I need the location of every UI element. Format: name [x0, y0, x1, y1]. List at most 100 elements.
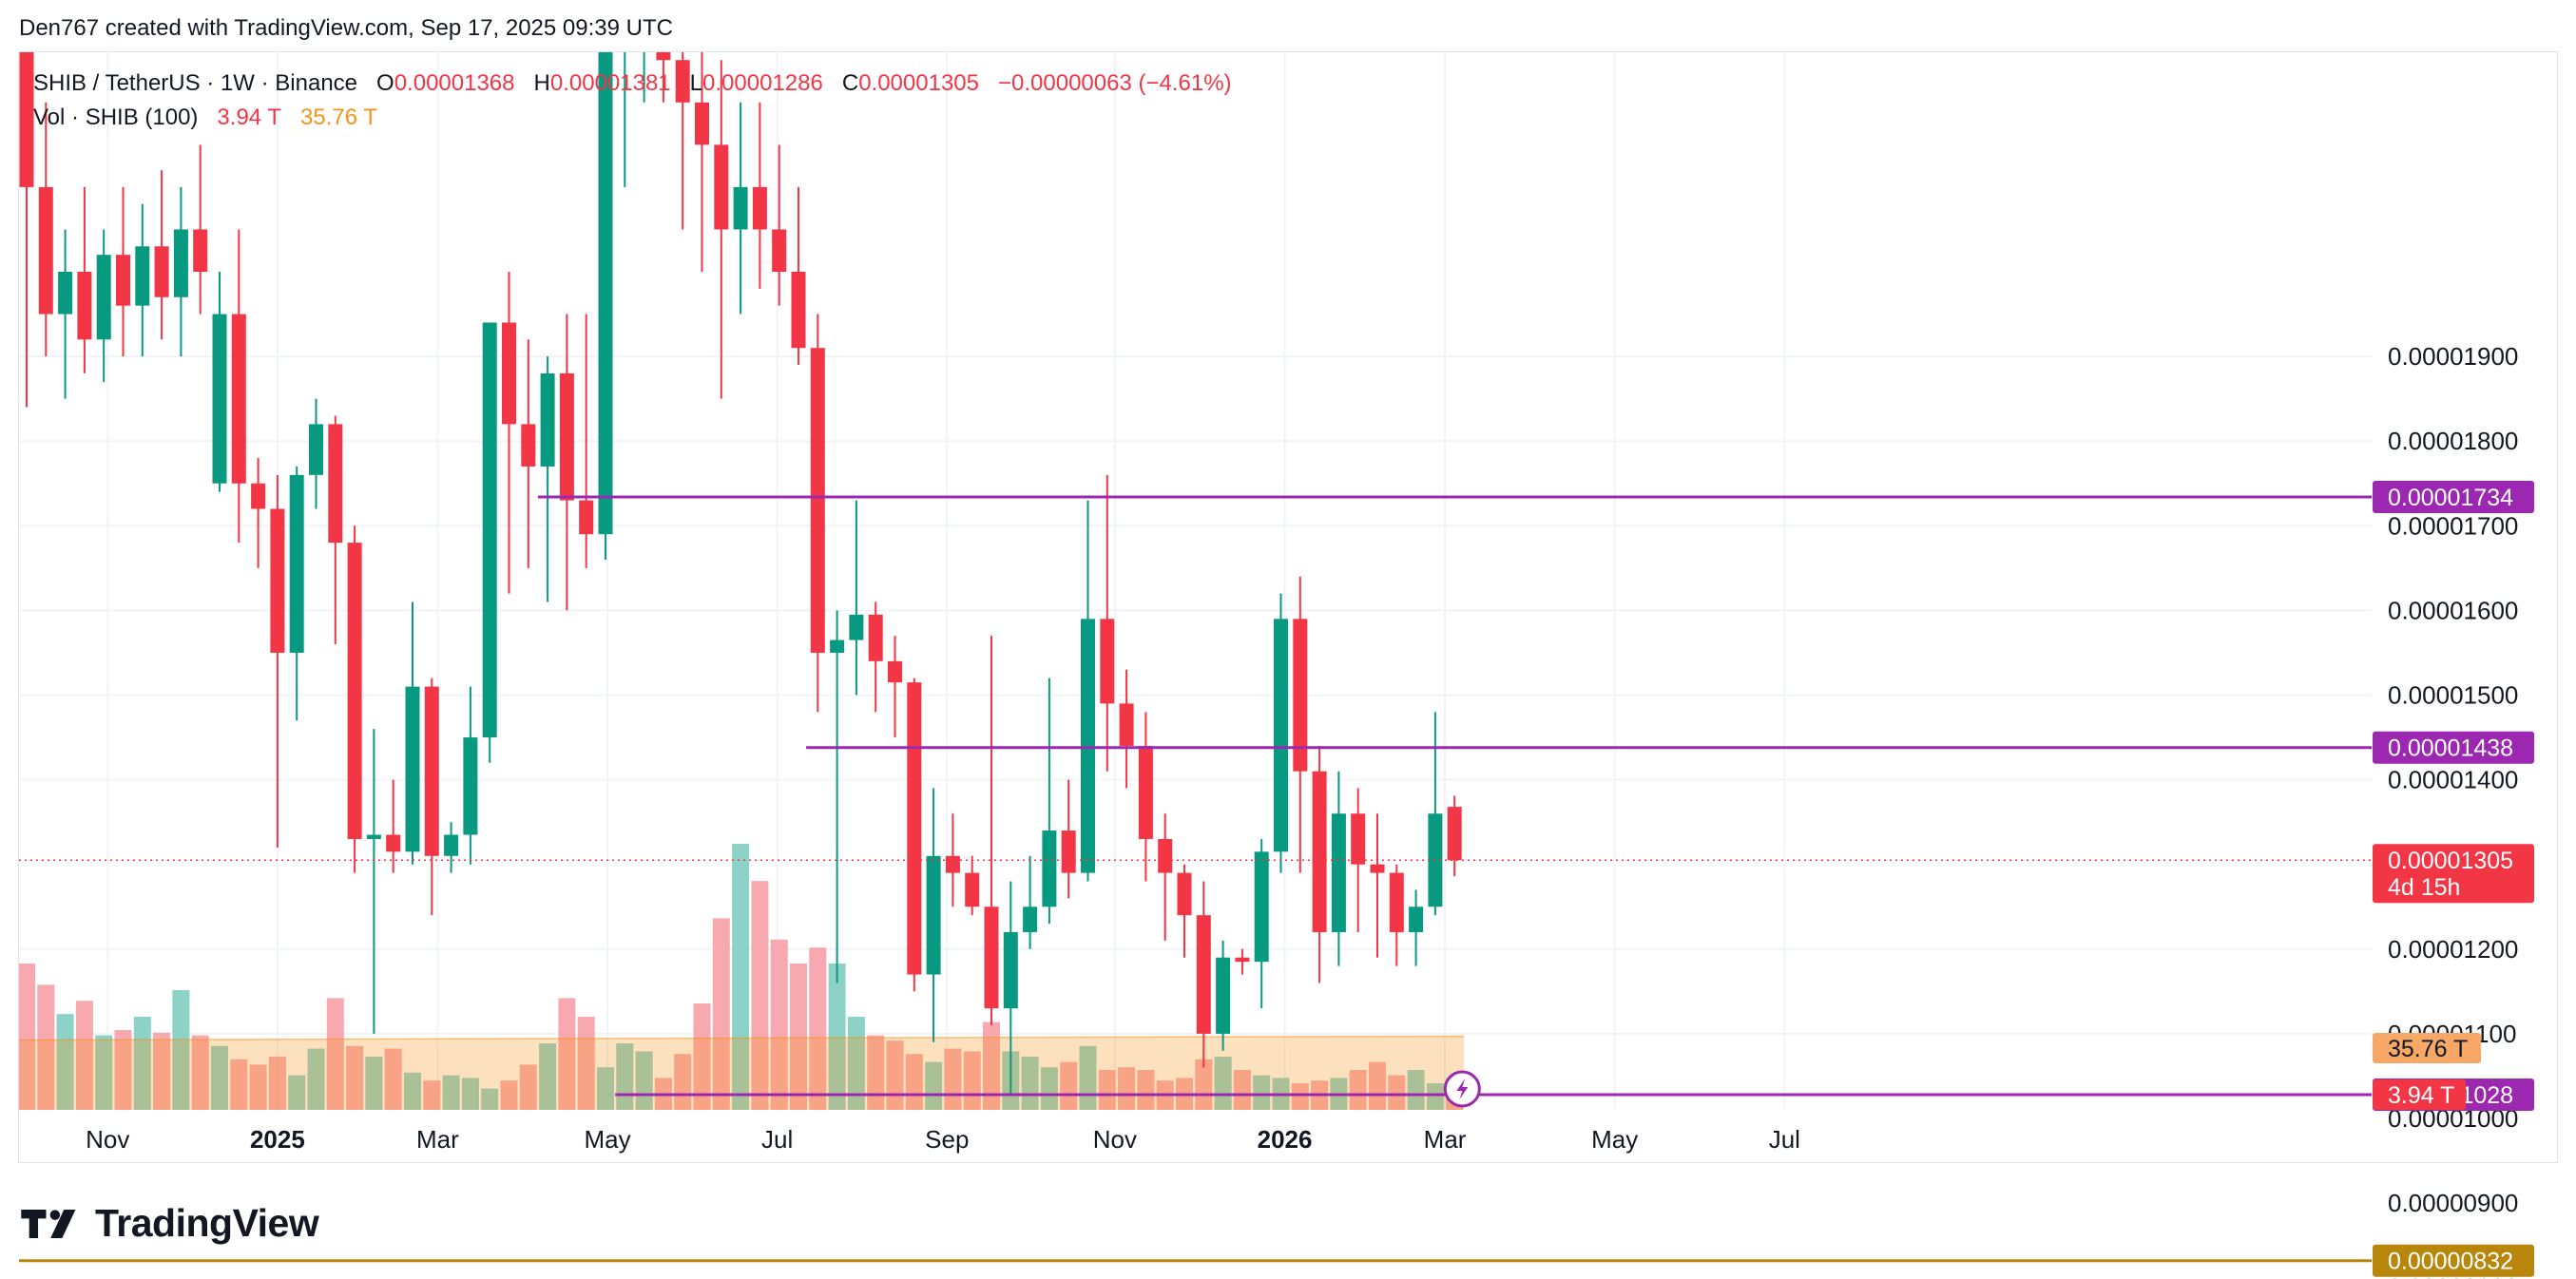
price-level-tag-label: 0.00001438: [2388, 735, 2513, 762]
volume-bar: [1407, 1070, 1425, 1110]
y-tick-label: 0.00001600: [2388, 596, 2518, 624]
legend-volume-ma-value: 35.76 T: [300, 105, 377, 130]
current-price-tag-label: 0.00001305: [2388, 848, 2513, 874]
candle-body: [733, 186, 748, 230]
candle-body: [559, 372, 574, 501]
candle-body: [19, 52, 34, 187]
volume-bar: [191, 1035, 209, 1110]
legend-open-label: O: [376, 70, 394, 96]
volume-bar: [1233, 1070, 1251, 1110]
volume-bar: [558, 998, 576, 1110]
volume-bar: [577, 1017, 595, 1110]
volume-bar: [1098, 1070, 1116, 1110]
volume-bar: [790, 964, 807, 1110]
candle-body: [135, 246, 150, 306]
volume-bar: [519, 1064, 537, 1110]
legend-close-value: 0.00001305: [858, 70, 979, 96]
volume-bar: [404, 1072, 421, 1110]
price-level-tag: [2373, 481, 2534, 514]
volume-bar: [732, 844, 750, 1110]
volume-bar: [75, 1001, 93, 1110]
volume-last-tag: [2373, 1079, 2466, 1110]
volume-bar: [886, 1040, 904, 1110]
price-level-tag-label: 0.00001734: [2388, 485, 2513, 511]
candle-body: [1042, 830, 1057, 907]
candle-body: [1389, 872, 1404, 932]
candle-body: [1081, 619, 1095, 873]
volume-bar: [481, 1088, 499, 1110]
candle-body: [77, 272, 92, 340]
legend-change: −0.00000063 (−4.61%): [998, 70, 1232, 96]
candle-body: [1293, 619, 1308, 772]
volume-bar: [1040, 1067, 1058, 1110]
volume-bar: [288, 1075, 306, 1110]
candle-body: [1061, 830, 1076, 873]
legend-low-label: L: [689, 70, 703, 96]
candle-body: [926, 855, 941, 975]
volume-bar: [1118, 1067, 1136, 1110]
candle-body: [1177, 872, 1192, 916]
x-tick-label: Nov: [86, 1125, 129, 1154]
y-tick-label: 0.00001500: [2388, 681, 2518, 710]
candle-body: [1138, 745, 1153, 839]
candle-body: [1331, 813, 1346, 932]
volume-bar: [1214, 1057, 1232, 1110]
volume-bar: [384, 1048, 402, 1110]
volume-bar: [828, 964, 846, 1110]
price-level-tag: [2373, 731, 2534, 764]
candle-body: [849, 614, 864, 640]
support-line-tag: [2373, 1244, 2534, 1277]
volume-bar: [925, 1061, 943, 1110]
candle-body: [810, 348, 825, 653]
candle-body: [424, 686, 439, 856]
candle-body: [347, 543, 362, 839]
legend-volume-label[interactable]: Vol · SHIB (100): [33, 105, 199, 130]
volume-bar: [114, 1030, 132, 1110]
candle-body: [1100, 619, 1115, 704]
candle-body: [714, 144, 729, 230]
candle-body: [1370, 864, 1385, 873]
candle-body: [1235, 957, 1250, 963]
candle-body: [58, 272, 73, 315]
legend-close-label: C: [841, 70, 859, 96]
legend-volume-row: Vol · SHIB (100) 3.94 T 35.76 T: [33, 101, 1232, 135]
candle-body: [598, 52, 613, 535]
candle-body: [830, 640, 845, 653]
volume-bar: [693, 1003, 711, 1110]
volume-bar: [442, 1075, 460, 1110]
candle-body: [289, 474, 304, 653]
volume-bar: [37, 984, 55, 1110]
tradingview-logo-text: TradingView: [95, 1201, 319, 1245]
candle-body: [1254, 851, 1269, 963]
volume-bar: [1369, 1061, 1386, 1110]
volume-ma-tag: [2373, 1033, 2481, 1063]
volume-bar: [211, 1045, 228, 1110]
volume-bar: [346, 1045, 364, 1110]
tradingview-logo[interactable]: TradingView: [21, 1201, 319, 1246]
volume-bar: [1060, 1061, 1078, 1110]
current-price-tag: [2373, 844, 2534, 904]
candle-body: [502, 322, 516, 425]
legend-symbol[interactable]: SHIB / TetherUS · 1W · Binance: [33, 70, 358, 96]
price-tags: 0.000017340.000014380.000010280.00000832…: [1443, 481, 2534, 1277]
volume-ma-area: [19, 1036, 1465, 1110]
candle-body: [1119, 703, 1134, 746]
axes: 0.00001900 0.00001800 0.00001700 0.00001600…: [86, 342, 2518, 1279]
support-line-tag-label: 0.00000832: [2388, 1249, 2513, 1275]
candle-body: [1409, 907, 1424, 932]
x-tick-label: Mar: [1424, 1125, 1467, 1154]
x-tick-label: Jul: [1769, 1125, 1800, 1154]
volume-bar: [1349, 1070, 1367, 1110]
candle-body: [386, 834, 401, 852]
candle-body: [328, 424, 343, 544]
volume-bar: [712, 918, 730, 1110]
volume-bar: [983, 1021, 1000, 1110]
candle-body: [270, 508, 285, 653]
lightning-icon-glyph: [1456, 1079, 1469, 1099]
x-tick-label: Sep: [925, 1125, 969, 1154]
candle-body: [695, 102, 709, 145]
legend-price-row: SHIB / TetherUS · 1W · Binance O 0.000013…: [33, 67, 1232, 101]
volume-bar: [1426, 1083, 1444, 1110]
candle-body: [212, 314, 227, 484]
